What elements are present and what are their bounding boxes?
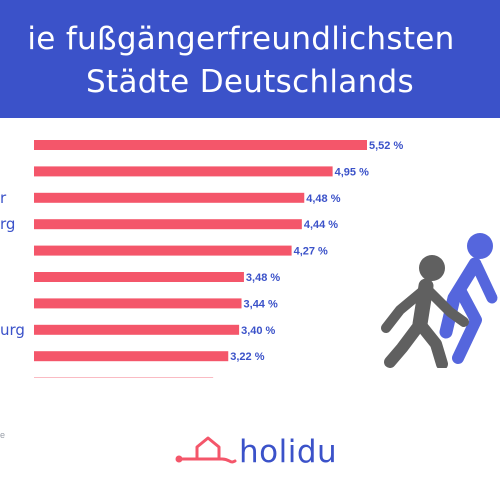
holidu-logo: holidu xyxy=(175,432,338,472)
holidu-house-icon xyxy=(175,436,237,464)
bar-6 xyxy=(34,272,244,282)
bar-value-label-7: 3,44 % xyxy=(244,298,278,310)
bar-value-label-4: 4,44 % xyxy=(304,219,338,231)
logo-text: holidu xyxy=(239,434,338,470)
bar-value-label-1: 5,52 % xyxy=(369,140,403,152)
bar-value-label-9: 3,22 % xyxy=(230,351,264,363)
bar-8 xyxy=(34,324,240,335)
bar-7 xyxy=(34,298,242,309)
category-label-8: urg xyxy=(0,321,25,339)
bar-3 xyxy=(34,192,305,203)
bar-2 xyxy=(34,166,333,177)
title-line-2: Städte Deutschlands xyxy=(86,64,414,100)
bar-1 xyxy=(34,140,367,150)
title-line-1: ie fußgängerfreundlichsten xyxy=(27,21,455,57)
chart-title: ie fußgängerfreundlichsten Städte Deutsc… xyxy=(0,18,500,104)
category-label-4: rg xyxy=(0,215,15,233)
category-label-3: r xyxy=(0,189,7,207)
bar-value-label-2: 4,95 % xyxy=(335,166,369,178)
bar-9 xyxy=(34,351,229,362)
bar-4 xyxy=(34,219,302,230)
title-banner: ie fußgängerfreundlichsten Städte Deutsc… xyxy=(0,0,500,118)
bar-chart: 5,52 % 4,95 % 4,48 % r 4,44 % rg 4,27 % 3,48 % 3… xyxy=(0,140,403,378)
bar-value-label-5: 4,27 % xyxy=(294,246,328,258)
pedestrian-icon xyxy=(380,228,500,373)
bar-value-label-8: 3,40 % xyxy=(241,325,275,337)
bar-5 xyxy=(34,245,292,256)
bar-value-label-3: 4,48 % xyxy=(306,193,340,205)
walker-front-figure xyxy=(381,255,469,370)
walker-back-figure xyxy=(439,233,498,364)
footnote: e xyxy=(0,430,6,440)
bar-value-label-6: 3,48 % xyxy=(246,272,280,284)
